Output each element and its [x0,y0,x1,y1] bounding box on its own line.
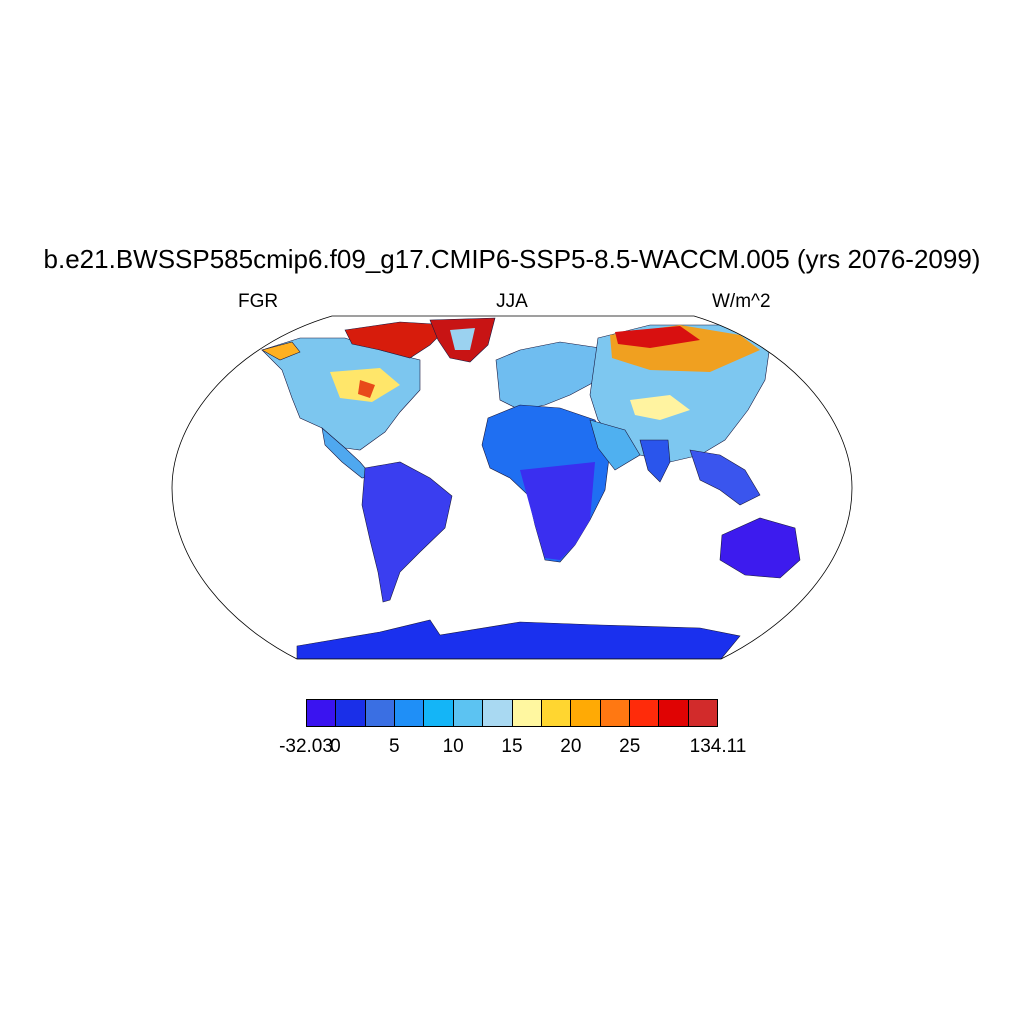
colorbar-tick-label: 25 [619,736,641,757]
colorbar-swatch [453,700,484,726]
colorbar-swatch [307,700,337,726]
colorbar-swatch [629,700,660,726]
colorbar-tick-label: 134.11 [689,736,747,757]
colorbar-tick-label: 10 [442,736,464,757]
colorbar-tick-label: 5 [388,736,400,757]
colorbar-swatch [336,700,366,726]
colorbar-swatch [365,700,396,726]
units-label: W/m^2 [712,291,771,312]
siberia-extreme-region [615,326,700,348]
colorbar-swatch [395,700,425,726]
colorbar-swatch [541,700,572,726]
season-label: JJA [496,291,528,312]
colorbar-swatch [659,700,689,726]
colorbar-tick-label: -32.03 [279,736,333,757]
canadian-arctic-region [344,321,451,359]
australia-region [719,517,801,579]
north-america-hot-patch [358,380,375,398]
variable-label: FGR [238,291,279,312]
europe-region [495,341,601,411]
colorbar-swatch [424,700,454,726]
colorbar-tick-label: 0 [330,736,341,757]
colorbar-swatch [483,700,513,726]
colorbar-swatch [688,700,718,726]
south-america-region [361,461,453,603]
greenland-interior [450,328,475,350]
colorbar-swatch [512,700,542,726]
map-boundary [171,315,853,660]
colorbar-tick-label: 20 [560,736,582,757]
central-asia-warm-patch [630,395,690,420]
colorbar-swatch [600,700,630,726]
colorbar [306,699,718,727]
india-region [639,439,671,483]
alaska-region [261,341,301,361]
colorbar-swatch [571,700,601,726]
antarctica-region [296,619,741,659]
africa-south-region [520,462,595,560]
colorbar-tick-label: 15 [501,736,523,757]
southeast-asia-region [689,449,761,506]
arabia-region [589,419,641,471]
plot-title: b.e21.BWSSP585cmip6.f09_g17.CMIP6-SSP5-8… [43,244,981,274]
